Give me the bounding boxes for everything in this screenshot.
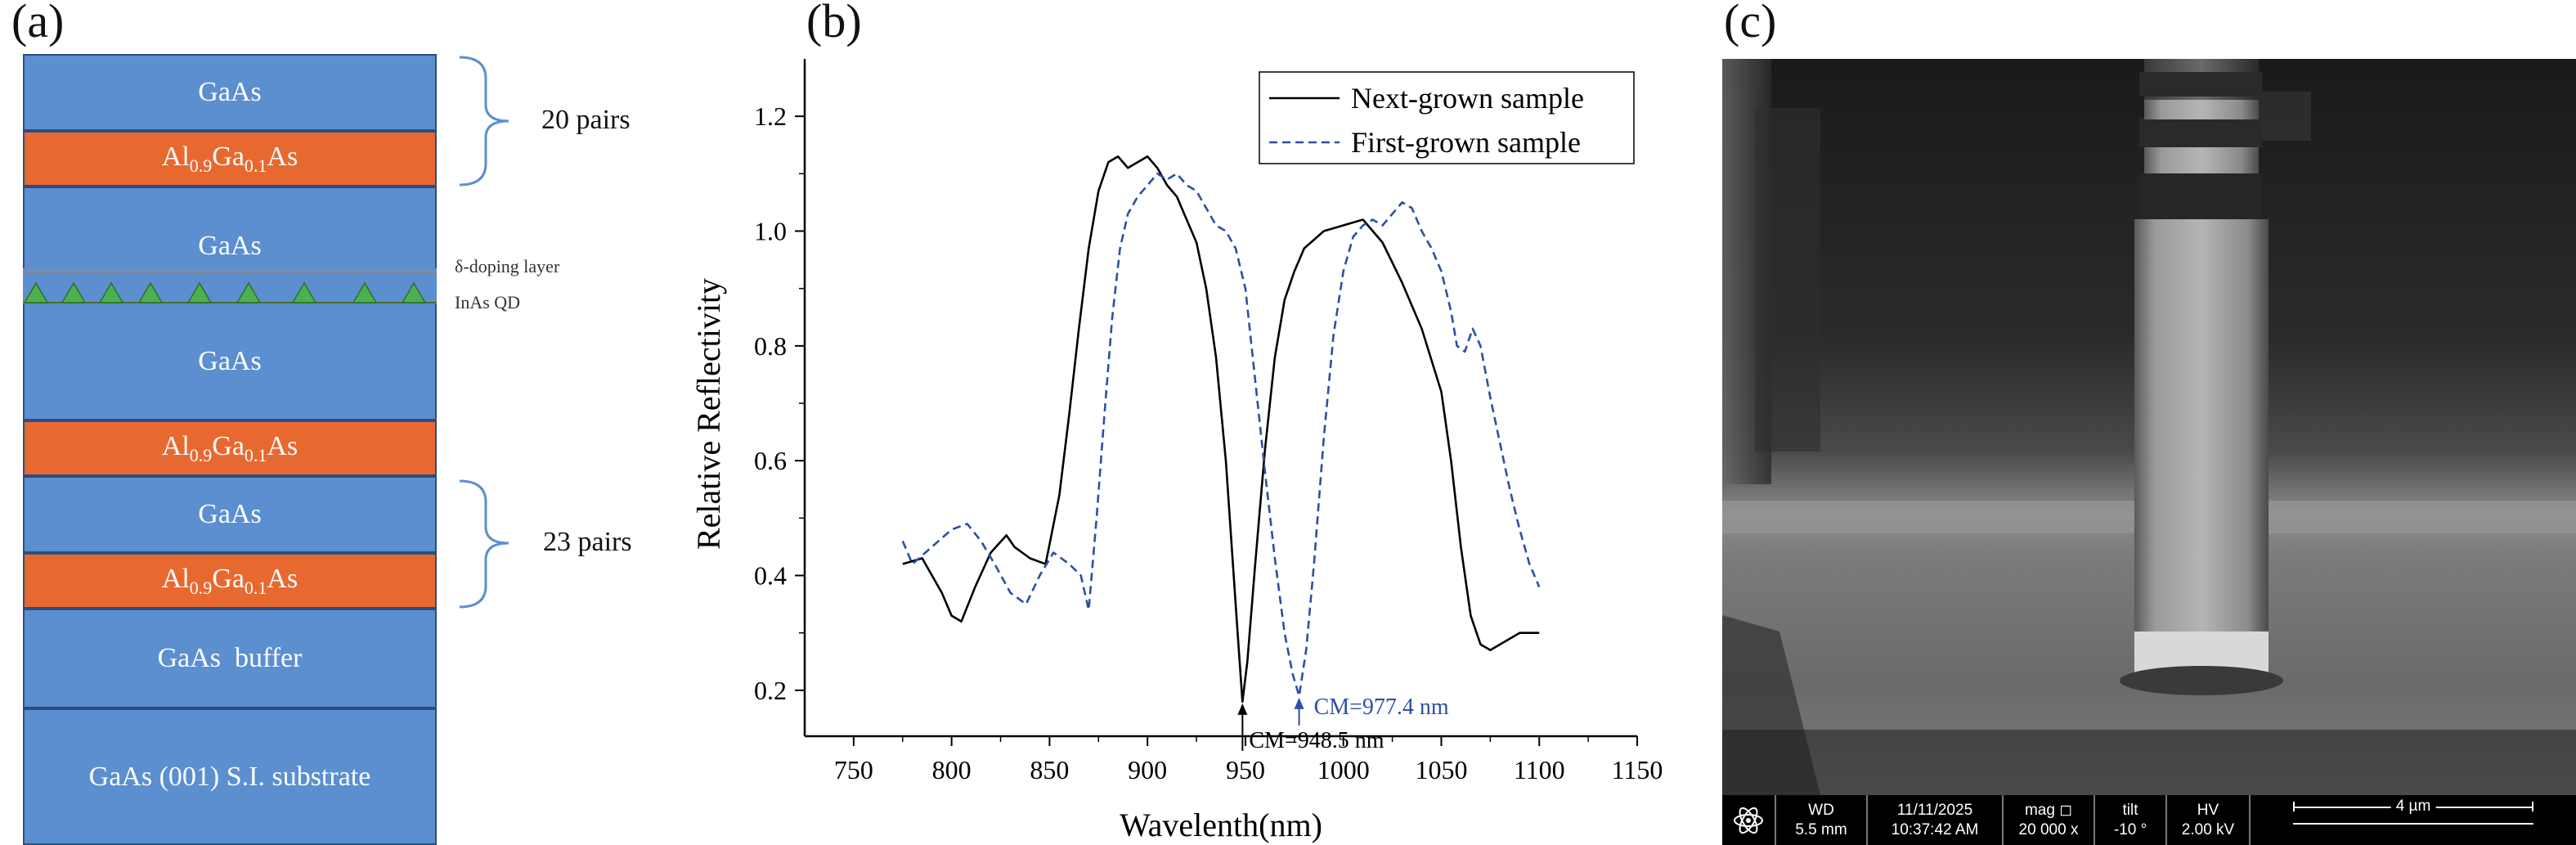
qd-layer <box>23 268 437 304</box>
sem-wd-head: WD <box>1808 801 1834 819</box>
x-tick-label: 1150 <box>1612 755 1663 784</box>
quantum-dot <box>23 281 49 303</box>
layer-gaas-buffer: GaAs buffer <box>23 609 437 708</box>
legend-box <box>1259 71 1635 164</box>
y-tick-label: 0.8 <box>754 331 787 361</box>
series-line-first-grown <box>901 173 1541 698</box>
annotation-arrowhead-first-grown <box>1294 697 1304 709</box>
quantum-dot <box>401 281 427 303</box>
x-tick-label: 1100 <box>1514 755 1565 784</box>
sem-time-value: 10:37:42 AM <box>1891 820 1979 838</box>
scale-bar-bottom <box>2293 823 2533 825</box>
bottom-pairs-label: 23 pairs <box>543 527 632 557</box>
scale-bar-tick-left <box>2293 802 2295 811</box>
layer-gaas-cavity-upper: GaAs <box>23 187 437 272</box>
annotation-cm-first-grown: CM=977.4 nm <box>1314 694 1449 720</box>
layer-algaas-spacer: Al0.9Ga0.1As <box>23 420 437 476</box>
sem-mag-cell: mag ◻ 20 000 x <box>2004 795 2095 845</box>
x-axis-label: Wavelenth(nm) <box>1120 807 1322 843</box>
legend-label: First-grown sample <box>1351 126 1581 159</box>
y-axis-label: Relative Reflectivity <box>690 278 727 550</box>
panel-c-label: (c) <box>1724 0 1777 47</box>
sem-image: WD 5.5 mm 11/11/2025 10:37:42 AM mag ◻ 2… <box>1722 59 2576 845</box>
sem-wd-value: 5.5 mm <box>1795 820 1847 838</box>
brace-bottom <box>459 479 509 609</box>
scale-bar-tick-right <box>2532 802 2533 811</box>
x-tick-label: 950 <box>1226 755 1265 784</box>
y-tick-label: 1.0 <box>754 217 787 246</box>
sem-mag-value: 20 000 x <box>2018 820 2079 838</box>
x-tick-label: 850 <box>1030 755 1069 784</box>
sem-info-bar: WD 5.5 mm 11/11/2025 10:37:42 AM mag ◻ 2… <box>1722 795 2576 845</box>
sem-scale-cell: 4 µm <box>2251 795 2576 845</box>
panel-b-label: (b) <box>806 0 862 47</box>
y-tick-label: 1.2 <box>754 101 787 131</box>
sem-tilt-head: tilt <box>2122 801 2138 819</box>
legend-label: Next-grown sample <box>1351 82 1584 115</box>
layer-gaas-bottom-dbr: GaAs <box>23 476 437 553</box>
annotation-cm-next-grown: CM=948.5 nm <box>1249 728 1384 753</box>
x-tick-label: 1000 <box>1317 755 1370 784</box>
sem-hv-head: HV <box>2197 801 2219 819</box>
quantum-dot <box>98 281 124 303</box>
doping-layer-label: δ-doping layer <box>455 256 560 276</box>
qd-layer-label: InAs QD <box>455 292 521 312</box>
x-tick-label: 1050 <box>1415 755 1467 784</box>
y-tick-label: 0.4 <box>754 561 787 591</box>
quantum-dot <box>137 281 164 303</box>
y-tick-label: 0.2 <box>754 676 787 705</box>
layer-gaas-cavity-lower: GaAs <box>23 303 437 420</box>
sem-micrograph <box>1722 59 2576 845</box>
quantum-dot <box>236 281 262 303</box>
panel-a-label: (a) <box>11 0 65 47</box>
sem-mag-head: mag ◻ <box>2024 801 2072 819</box>
layer-algaas-bottom-dbr: Al0.9Ga0.1As <box>23 553 437 609</box>
layer-gaas-top: GaAs <box>23 54 437 131</box>
layer-label: GaAs (001) S.I. substrate <box>88 761 371 792</box>
layer-substrate: GaAs (001) S.I. substrate <box>23 708 437 845</box>
sem-tilt-value: -10 ° <box>2113 820 2147 838</box>
sem-wd-cell: WD 5.5 mm <box>1776 795 1868 845</box>
layer-label: GaAs <box>198 346 262 376</box>
algaas-label: Al0.9Ga0.1As <box>161 563 298 598</box>
sem-tilt-cell: tilt -10 ° <box>2095 795 2167 845</box>
layer-label: GaAs <box>198 231 262 261</box>
x-tick-label: 900 <box>1128 755 1167 784</box>
series-line-next-grown <box>902 155 1540 703</box>
layer-algaas-top: Al0.9Ga0.1As <box>23 131 437 187</box>
layer-label: GaAs <box>198 499 262 529</box>
atom-icon <box>1734 807 1763 834</box>
sem-date-head: 11/11/2025 <box>1896 801 1973 819</box>
sem-hv-value: 2.00 kV <box>2181 820 2235 838</box>
sem-date-cell: 11/11/2025 10:37:42 AM <box>1868 795 2004 845</box>
scale-bar-label: 4 µm <box>2390 797 2436 816</box>
quantum-dot <box>291 281 317 303</box>
x-tick-label: 750 <box>834 755 873 784</box>
reflectivity-chart: 750 800 850 900 950 1000 1050 1100 1150 0.2 0.4 0.6… <box>690 59 1663 843</box>
quantum-dot <box>352 281 378 303</box>
y-tick-label: 0.6 <box>754 446 787 475</box>
quantum-dot <box>61 281 87 303</box>
layer-label: GaAs buffer <box>157 643 303 673</box>
brace-top <box>459 56 509 187</box>
sem-hv-cell: HV 2.00 kV <box>2167 795 2251 845</box>
algaas-label: Al0.9Ga0.1As <box>161 141 298 176</box>
quantum-dot <box>186 281 213 303</box>
layer-label: GaAs <box>198 77 262 107</box>
x-tick-label: 800 <box>932 755 972 784</box>
sem-logo-cell <box>1722 795 1776 845</box>
top-pairs-label: 20 pairs <box>541 105 631 135</box>
annotation-arrowhead-next-grown <box>1237 703 1248 715</box>
algaas-label: Al0.9Ga0.1As <box>161 430 298 465</box>
